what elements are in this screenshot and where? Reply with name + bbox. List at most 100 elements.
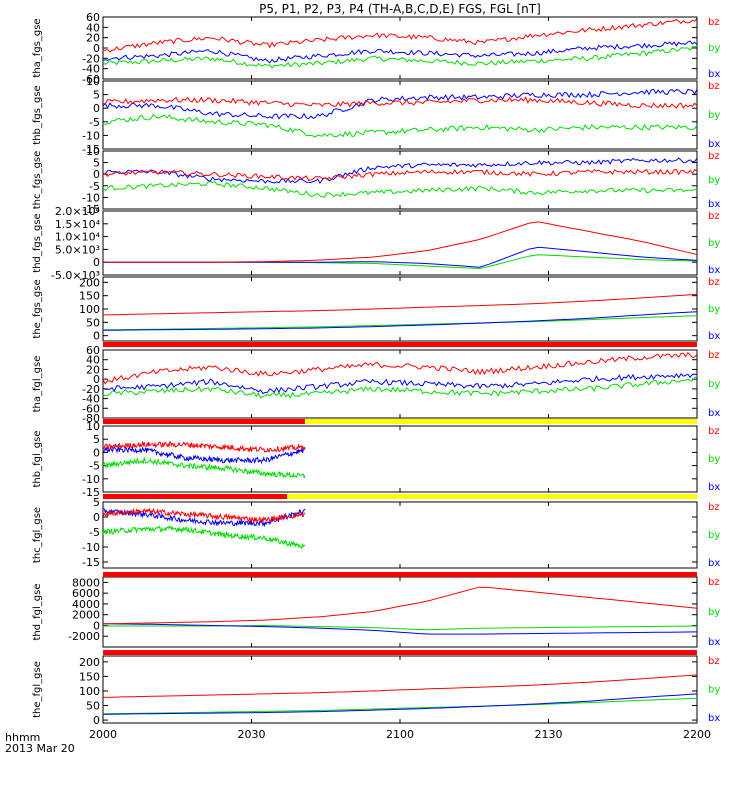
flag-bar-yellow <box>304 419 697 424</box>
y-tick-label: 6000 <box>72 587 100 600</box>
series-by <box>103 180 697 198</box>
y-axis-label: thc_fgl_gse <box>32 507 43 563</box>
series-by <box>103 315 697 331</box>
series-by <box>103 697 697 715</box>
y-tick-label: 1.0×10⁴ <box>55 231 101 244</box>
y-tick-label: 100 <box>79 303 100 316</box>
y-tick-label: 150 <box>79 290 100 303</box>
series-bz <box>103 293 697 316</box>
flag-bar-red <box>103 572 697 577</box>
y-axis-label: thd_fgs_gse <box>32 213 43 272</box>
panel-frame <box>102 210 698 276</box>
legend-bz: bz <box>708 350 720 361</box>
panel-frame <box>102 16 698 80</box>
series-by <box>103 113 697 138</box>
legend-by: by <box>708 379 720 390</box>
y-tick-label: 10 <box>86 420 100 433</box>
legend-by: by <box>708 110 720 121</box>
y-tick-label: -20 <box>82 383 100 396</box>
y-tick-label: 10 <box>86 75 100 88</box>
legend-bx: bx <box>708 265 720 276</box>
y-axis-label: thb_fgl_gse <box>32 431 43 488</box>
legend-bx: bx <box>708 558 720 569</box>
series-bz <box>103 440 306 453</box>
legend-by: by <box>708 238 720 249</box>
time-tick-label: 2200 <box>683 728 711 741</box>
y-tick-label: 5 <box>93 496 100 509</box>
legend-by: by <box>708 607 720 618</box>
series-bz <box>103 352 697 385</box>
flag-bars <box>103 342 697 655</box>
series-bx <box>103 157 697 185</box>
series-bx <box>103 693 697 715</box>
time-tick-label: 2100 <box>386 728 414 741</box>
y-tick-label: 8000 <box>72 576 100 589</box>
y-tick-label: -15 <box>82 486 100 499</box>
y-tick-label: -10 <box>82 473 100 486</box>
flag-bar-red <box>103 650 697 655</box>
legend-by: by <box>708 454 720 465</box>
series-by <box>103 46 697 69</box>
series-bx <box>103 372 697 395</box>
legend-bz: bz <box>708 426 720 437</box>
y-tick-label: 2000 <box>72 609 100 622</box>
series-bz <box>103 586 697 625</box>
legend-bz: bz <box>708 577 720 588</box>
series-bz <box>103 168 697 181</box>
time-label-hhmm: hhmm <box>5 731 40 744</box>
flag-bar-red <box>103 494 288 499</box>
series-bx <box>103 246 697 268</box>
legend-bz: bz <box>708 656 720 667</box>
y-tick-label: 4000 <box>72 598 100 611</box>
y-tick-label: 50 <box>86 700 100 713</box>
y-tick-label: -5 <box>89 180 100 193</box>
legend-bx: bx <box>708 199 720 210</box>
legend-bx: bx <box>708 482 720 493</box>
legend-bz: bz <box>708 17 720 28</box>
y-axis-label: thb_fgs_gse <box>32 85 43 144</box>
legend-bz: bz <box>708 151 720 162</box>
time-tick-label: 2030 <box>238 728 266 741</box>
y-tick-label: 60 <box>86 344 100 357</box>
y-tick-label: 5.0×10³ <box>55 243 100 256</box>
panel-frame <box>102 501 698 569</box>
legend-bx: bx <box>708 69 720 80</box>
panel-frame <box>102 276 698 342</box>
y-tick-label: 100 <box>79 685 100 698</box>
legend-by: by <box>708 43 720 54</box>
y-tick-label: 5 <box>93 433 100 446</box>
y-tick-label: -2000 <box>68 630 100 643</box>
y-tick-label: 150 <box>79 670 100 683</box>
legend-by: by <box>708 175 720 186</box>
series-by <box>103 624 697 631</box>
time-tick-label: 2000 <box>89 728 117 741</box>
flag-bar-yellow <box>287 494 697 499</box>
y-tick-label: 0 <box>93 619 100 632</box>
y-tick-label: 0 <box>93 373 100 386</box>
y-tick-label: -10 <box>82 129 100 142</box>
series-bx <box>103 40 697 64</box>
y-tick-label: -15 <box>82 203 100 216</box>
series-bx <box>103 623 697 635</box>
y-tick-label: -15 <box>82 143 100 156</box>
y-tick-label: 5 <box>93 89 100 102</box>
y-tick-label: 0 <box>93 256 100 269</box>
legend-bz: bz <box>708 502 720 513</box>
legend-bz: bz <box>708 81 720 92</box>
legend-bx: bx <box>708 408 720 419</box>
legend-by: by <box>708 304 720 315</box>
time-axis: 2000 2030 2100 2130 2200 <box>89 728 711 741</box>
panel-frame <box>102 576 698 648</box>
y-tick-label: 5 <box>93 157 100 170</box>
y-tick-label: 0 <box>93 446 100 459</box>
y-tick-label: -40 <box>82 393 100 406</box>
series-bz <box>103 18 697 53</box>
